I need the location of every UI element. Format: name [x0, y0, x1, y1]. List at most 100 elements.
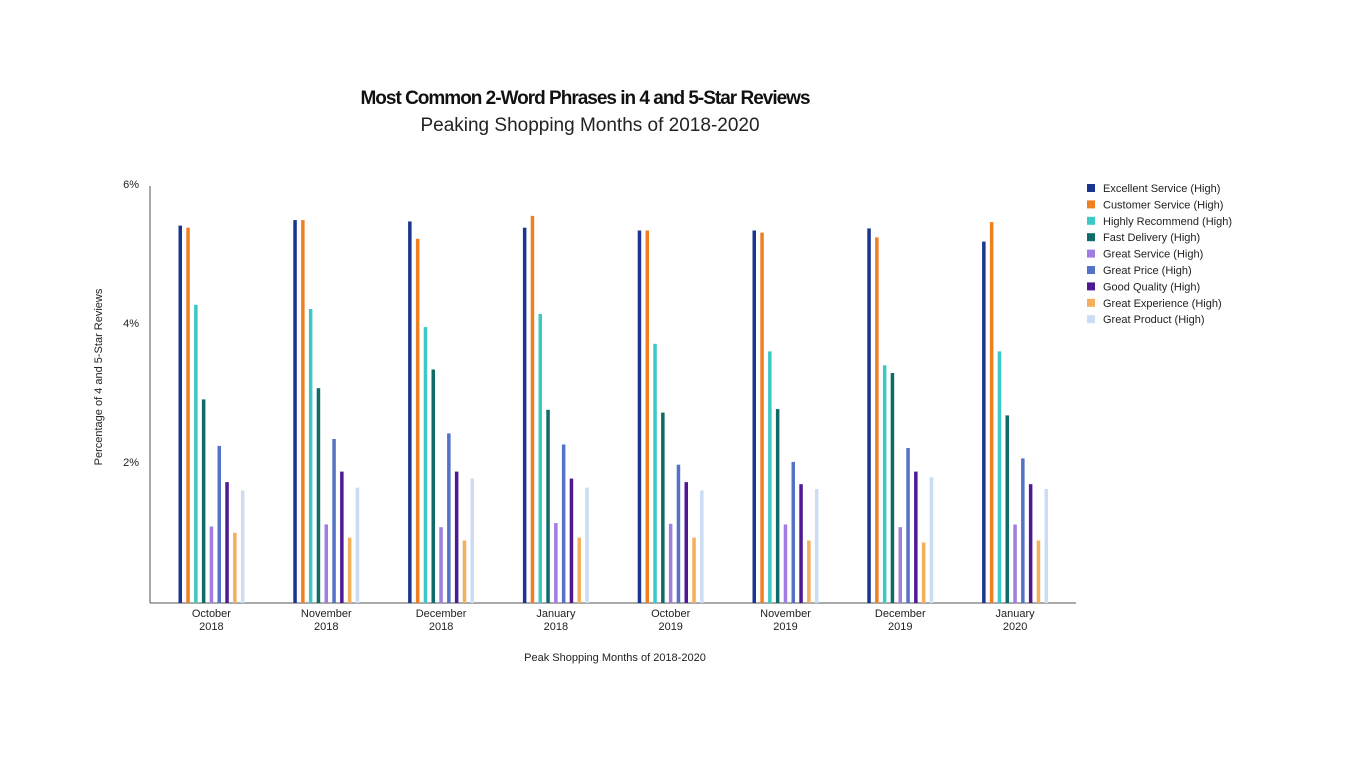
bar: [324, 524, 328, 603]
bar: [340, 471, 344, 603]
bar: [454, 471, 459, 603]
bar: [201, 399, 206, 603]
x-tick-line2: 2018: [544, 621, 568, 633]
legend-swatch: [1087, 200, 1095, 209]
bar: [700, 490, 704, 603]
bar: [316, 388, 321, 603]
bar: [637, 230, 642, 603]
bar: [783, 524, 788, 603]
legend-label: Good Quality (High): [1103, 281, 1200, 293]
bar: [791, 461, 795, 603]
bar: [546, 409, 550, 603]
x-tick-line1: November: [760, 608, 811, 620]
x-tick-line2: 2018: [314, 621, 338, 633]
bar: [1028, 484, 1033, 603]
y-tick-label: 4%: [123, 318, 139, 330]
bar: [233, 532, 237, 603]
legend-label: Great Service (High): [1103, 249, 1203, 261]
x-tick-line1: November: [301, 608, 352, 620]
bar: [645, 230, 649, 603]
bar: [1021, 458, 1025, 603]
bar: [921, 542, 926, 603]
legend-label: Fast Delivery (High): [1103, 232, 1200, 244]
legend: Excellent Service (High) Customer Service…: [1087, 183, 1232, 326]
bar: [1005, 415, 1009, 603]
bar: [530, 215, 535, 603]
x-tick-line2: 2019: [888, 621, 912, 633]
legend-item: Customer Service (High): [1087, 199, 1223, 211]
legend-swatch: [1087, 249, 1095, 258]
legend-swatch: [1087, 216, 1095, 225]
x-tick-label: December 2018: [416, 608, 467, 633]
bar: [178, 225, 182, 603]
y-tick-label: 6%: [123, 179, 139, 191]
bar: [882, 365, 887, 603]
legend-item: Great Service (High): [1087, 249, 1203, 261]
bar: [653, 343, 657, 603]
x-tick-line2: 2018: [199, 621, 223, 633]
bar: [447, 433, 451, 603]
legend-item: Great Price (High): [1087, 265, 1192, 277]
bar: [415, 238, 420, 604]
legend-item: Highly Recommend (High): [1087, 216, 1232, 228]
legend-label: Great Product (High): [1103, 314, 1204, 326]
bar: [906, 448, 910, 603]
bar: [692, 537, 696, 603]
legend-label: Highly Recommend (High): [1103, 216, 1232, 228]
bar: [217, 445, 221, 603]
bar: [814, 489, 819, 603]
legend-swatch: [1087, 282, 1095, 291]
chart-title: Most Common 2-Word Phrases in 4 and 5-St…: [360, 88, 809, 109]
x-tick-label: November 2019: [760, 608, 811, 633]
bar: [332, 439, 336, 603]
bar: [676, 464, 681, 603]
bar: [470, 478, 474, 603]
x-tick-label: January 2018: [536, 608, 576, 633]
x-tick-label: October 2018: [192, 608, 231, 633]
x-tick-label: December 2019: [875, 608, 926, 633]
bar: [423, 327, 428, 603]
bar: [684, 482, 688, 603]
legend-label: Customer Service (High): [1103, 199, 1223, 211]
bar: [989, 222, 994, 603]
bar: [569, 478, 574, 603]
legend-swatch: [1087, 233, 1095, 242]
bar: [760, 232, 764, 603]
bar: [240, 490, 245, 603]
legend-label: Great Price (High): [1103, 265, 1192, 277]
y-ticks: 2% 4% 6%: [123, 179, 139, 469]
bar: [462, 540, 467, 603]
bar: [308, 309, 313, 603]
bar: [799, 484, 803, 603]
bar: [982, 241, 986, 603]
y-tick-label: 2%: [123, 457, 139, 469]
bar: [408, 221, 412, 603]
bar: [293, 220, 297, 603]
bar: [561, 444, 566, 603]
bar: [1036, 540, 1041, 603]
bar: [209, 526, 214, 603]
bar: [997, 351, 1002, 603]
bar: [439, 527, 443, 603]
legend-label: Excellent Service (High): [1103, 183, 1220, 195]
x-tick-line2: 2019: [773, 621, 797, 633]
bar: [1044, 489, 1048, 603]
bar: [768, 351, 772, 603]
x-tick-label: January 2020: [996, 608, 1036, 633]
bars: [178, 215, 1048, 604]
x-tick-line2: 2019: [658, 621, 682, 633]
x-axis-label: Peak Shopping Months of 2018-2020: [524, 652, 706, 664]
bar: [875, 237, 879, 603]
legend-item: Excellent Service (High): [1087, 183, 1220, 195]
bar: [577, 537, 581, 603]
bar: [522, 227, 527, 603]
legend-item: Great Product (High): [1087, 314, 1204, 326]
bar: [225, 482, 229, 603]
bar: [186, 227, 190, 603]
legend-swatch: [1087, 298, 1095, 307]
bar: [661, 412, 665, 603]
legend-swatch: [1087, 184, 1095, 192]
bar: [355, 487, 360, 603]
